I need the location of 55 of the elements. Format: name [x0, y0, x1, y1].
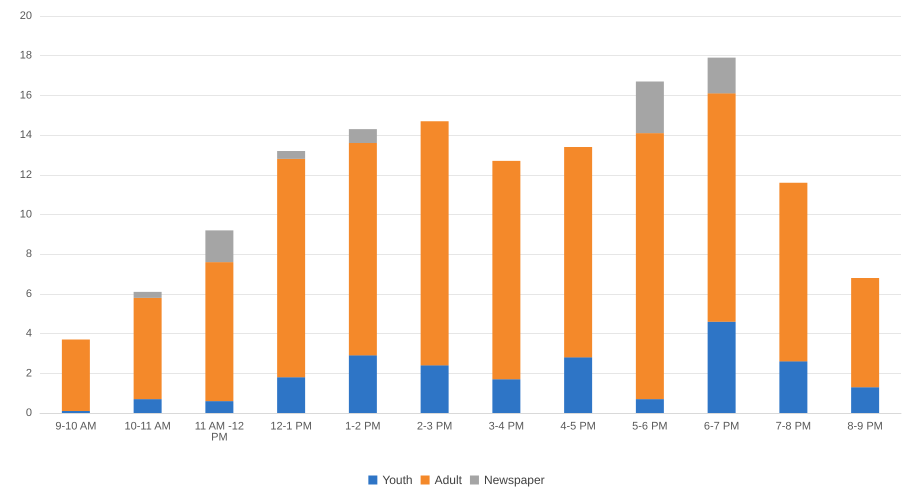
x-tick-label: 5-6 PM	[632, 420, 668, 432]
bar	[851, 278, 880, 388]
bar	[564, 147, 592, 358]
x-tick-label: 7-8 PM	[776, 420, 812, 432]
y-tick-label: 4	[26, 328, 32, 340]
bar	[492, 379, 520, 413]
bar	[205, 262, 234, 402]
y-tick-label: 16	[20, 89, 32, 102]
bar	[636, 82, 664, 134]
y-tick-label: 12	[20, 168, 32, 181]
bar	[348, 143, 377, 356]
y-tick-label: 18	[20, 50, 32, 62]
bar	[205, 401, 234, 413]
bar	[134, 298, 162, 400]
x-tick-label: 6-7 PM	[704, 420, 740, 432]
bar	[708, 93, 736, 322]
bar	[134, 292, 162, 298]
bar	[277, 377, 306, 413]
bar	[420, 365, 449, 413]
x-tick-label: 1-2 PM	[345, 420, 381, 432]
bar	[564, 357, 592, 413]
bar	[205, 230, 234, 262]
x-tick-label: 11 AM -12 PM	[194, 420, 244, 444]
bar	[779, 182, 808, 362]
y-tick-label: 6	[26, 288, 32, 300]
y-tick-label: 0	[26, 407, 32, 419]
bar	[636, 399, 664, 413]
x-tick-label: 3-4 PM	[488, 420, 524, 432]
bar	[708, 322, 736, 413]
bar	[492, 160, 520, 380]
x-tick-label: 4-5 PM	[560, 420, 596, 432]
bar	[420, 121, 449, 366]
y-tick-label: 14	[20, 129, 32, 142]
y-tick-label: 8	[26, 248, 32, 260]
x-tick-label: 10-11 AM	[124, 420, 171, 432]
x-tick-label: 2-3 PM	[416, 420, 452, 432]
bar	[348, 355, 377, 413]
bar	[348, 129, 377, 144]
legend-label: Youth	[382, 473, 413, 487]
x-tick-label: 8-9 PM	[847, 420, 883, 432]
bar	[62, 340, 90, 412]
x-tick-label: 12-1 PM	[270, 420, 312, 432]
bar	[779, 361, 808, 413]
y-tick-label: 10	[20, 208, 32, 220]
bar	[636, 133, 664, 400]
bar	[277, 150, 306, 159]
bar	[277, 158, 306, 378]
bar	[708, 58, 736, 94]
x-tick-label: 9-10 AM	[55, 420, 96, 432]
legend-label: Adult	[434, 473, 463, 487]
legend-label: Newspaper	[484, 473, 545, 487]
y-tick-label: 20	[20, 10, 32, 22]
bar	[134, 399, 162, 413]
bar	[851, 387, 880, 413]
y-tick-label: 2	[26, 367, 32, 380]
